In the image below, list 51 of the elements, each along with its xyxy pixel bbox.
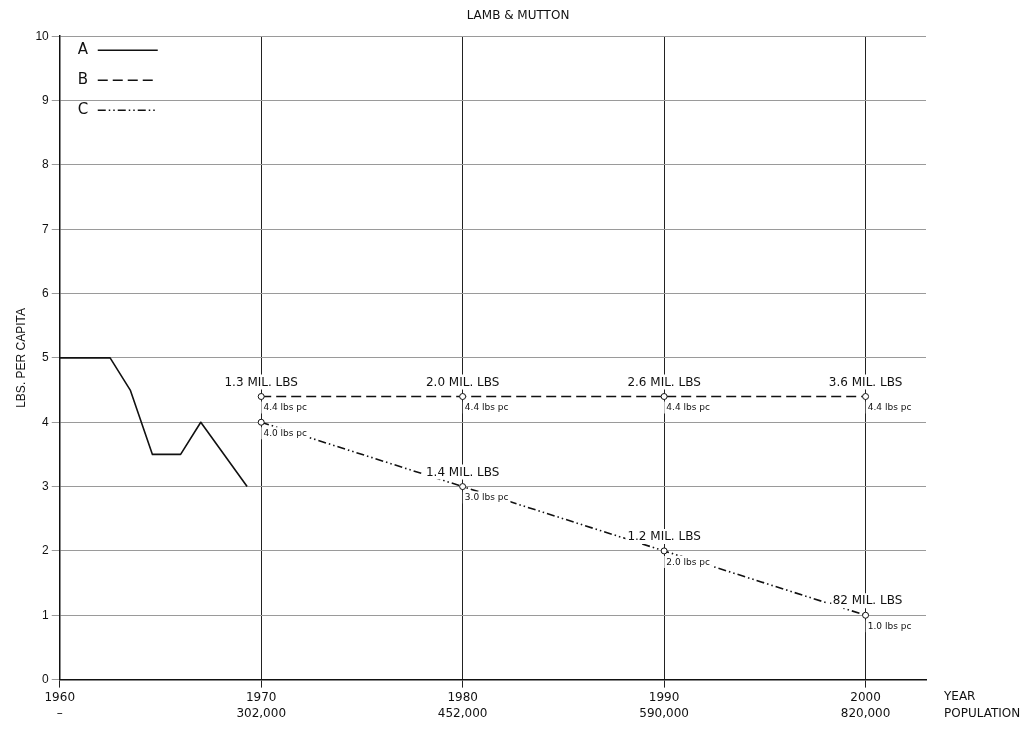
text: 302,000 [236, 705, 287, 720]
y-tick-label: 1 [42, 607, 50, 622]
point [862, 393, 870, 400]
annotation: 3.0 lbs pc [464, 492, 509, 503]
text: – [56, 705, 63, 720]
legend-label: B [77, 70, 89, 89]
annotation: 4.4 lbs pc [867, 402, 912, 413]
text: 452,000 [437, 705, 488, 720]
point [459, 393, 467, 400]
annotation: 2.0 MIL. LBS [425, 374, 500, 389]
point [459, 483, 467, 491]
text: 590,000 [639, 705, 689, 720]
y-tick-label: 6 [42, 285, 50, 300]
annotation: 1.4 MIL. LBS [425, 464, 500, 479]
legend-label: C [77, 100, 89, 119]
x-tick-label: 2000 [850, 689, 881, 704]
y-tick-label: 9 [42, 92, 50, 107]
y-tick-label: 3 [42, 478, 50, 493]
x-tick-label: 1970 [245, 689, 277, 704]
x-axis-title: YEAR [943, 688, 976, 703]
annotation: 4.4 lbs pc [666, 402, 710, 413]
point [862, 611, 870, 619]
annotation: 4.0 lbs pc [263, 428, 308, 439]
annotation: 2.0 lbs pc [666, 556, 710, 567]
annotation: 1.0 lbs pc [867, 621, 912, 632]
text: 820,000 [840, 705, 891, 720]
y-axis-title: LBS. PER CAPITA [13, 307, 28, 408]
annotation: 3.6 MIL. LBS [828, 374, 903, 389]
point [257, 393, 265, 400]
annotation: 2.6 MIL. LBS [627, 374, 701, 389]
annotation: 4.4 lbs pc [464, 402, 509, 413]
legend-label: A [77, 40, 89, 59]
y-tick-label: 8 [42, 157, 50, 172]
y-tick-label: 4 [42, 414, 50, 429]
point [660, 547, 668, 555]
y-tick-label: 2 [42, 543, 50, 558]
y-tick-label: 5 [42, 350, 50, 365]
x-tick-label: 1990 [648, 689, 680, 704]
annotation: 1.2 MIL. LBS [627, 529, 701, 544]
point [660, 393, 668, 400]
y-tick-label: 0 [42, 671, 50, 686]
chart-title: LAMB & MUTTON [465, 8, 571, 24]
text: POPULATION [944, 705, 1021, 720]
annotation: 4.4 lbs pc [263, 402, 308, 413]
y-tick-label: 10 [35, 28, 50, 43]
x-tick-label: 1960 [44, 689, 76, 704]
point [257, 418, 265, 426]
annotation: 1.3 MIL. LBS [224, 374, 298, 389]
x-tick-label: 1980 [447, 689, 478, 704]
annotation: .82 MIL. LBS [828, 593, 903, 608]
y-tick-label: 7 [42, 221, 50, 236]
